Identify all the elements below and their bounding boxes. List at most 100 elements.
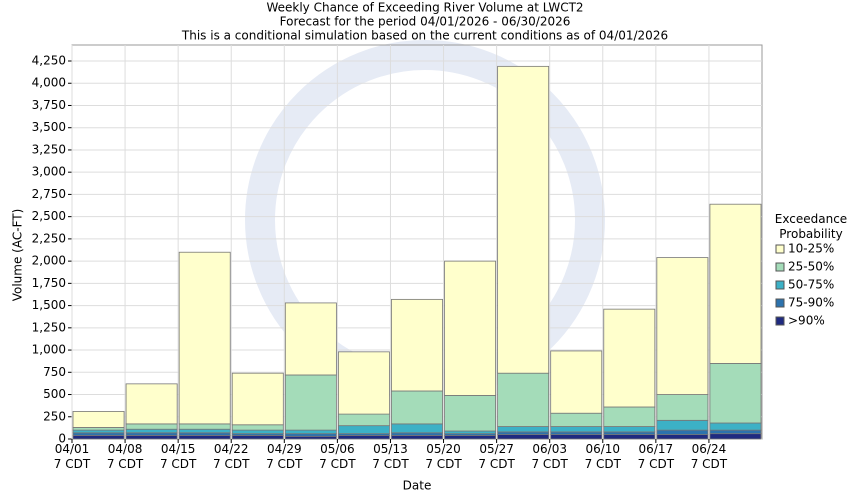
bar-segment (497, 426, 550, 433)
bar-segment (125, 432, 178, 436)
x-tick-label: 06/03 7 CDT (531, 442, 568, 471)
x-tick-label: 04/29 7 CDT (266, 442, 303, 471)
bar-segment (178, 423, 231, 430)
bar-segment (72, 435, 125, 440)
y-tick-label: 3,250 (32, 142, 66, 156)
y-tick-label: 500 (43, 387, 66, 401)
bar-segment (603, 431, 656, 435)
bar-segment (178, 432, 231, 436)
x-tick-label: 04/22 7 CDT (213, 442, 250, 471)
bar-segment (709, 429, 762, 435)
y-tick-label: 4,000 (32, 76, 66, 90)
y-tick-label: 2,500 (32, 209, 66, 223)
legend-label: 50-75% (788, 278, 834, 292)
bar-segment (603, 426, 656, 433)
y-tick-label: 1,000 (32, 343, 66, 357)
legend-title: Exceedance Probability (774, 212, 848, 241)
bar-segment (231, 429, 284, 435)
chart-subtitle: This is a conditional simulation based o… (181, 29, 668, 43)
x-tick-label: 04/08 7 CDT (106, 442, 144, 471)
legend-label: >90% (788, 314, 825, 328)
y-tick-label: 2,000 (32, 254, 66, 268)
bar-segment (603, 308, 656, 408)
y-tick-label: 1,500 (32, 298, 66, 312)
chart-title: Weekly Chance of Exceeding River Volume … (266, 1, 583, 15)
chart-subtitle: Forecast for the period 04/01/2026 - 06/… (280, 15, 571, 29)
bar-segment (178, 428, 231, 434)
bar-segment (231, 435, 284, 440)
y-tick-label: 3,000 (32, 165, 66, 179)
bar-segment (550, 431, 603, 435)
bar-segment (391, 298, 443, 392)
bar-segment (284, 433, 337, 437)
bar-segment (497, 434, 550, 440)
bar-segment (337, 435, 390, 440)
bar-segment (391, 390, 443, 425)
bar-segment (337, 351, 390, 415)
x-tick-label: 05/27 7 CDT (478, 442, 515, 471)
bar-segment (284, 374, 337, 431)
x-tick-label: 06/10 7 CDT (584, 442, 621, 471)
bar-segment (709, 203, 762, 364)
bar-segment (125, 435, 178, 440)
bar-segment (656, 434, 709, 440)
bar-segment (178, 251, 231, 425)
y-tick-label: 2,750 (32, 187, 66, 201)
x-tick-label: 05/13 7 CDT (372, 442, 409, 471)
bar-segment (709, 433, 762, 440)
bar-segment (550, 412, 603, 427)
bar-segment (337, 425, 390, 435)
bar-segment (72, 411, 125, 428)
bar-segment (444, 430, 497, 435)
bar-segment (178, 435, 231, 440)
y-tick-label: 2,250 (32, 231, 66, 245)
bar-segment (444, 435, 497, 440)
legend-label: 25-50% (788, 260, 834, 274)
bar-segment (231, 424, 284, 431)
x-tick-label: 04/01 7 CDT (53, 442, 91, 471)
bar-segment (444, 395, 497, 432)
bar-segment (391, 435, 443, 440)
y-tick-label: 250 (43, 409, 66, 423)
bar-segment (125, 383, 178, 425)
y-tick-label: 3,750 (32, 98, 66, 112)
bar-segment (284, 302, 337, 376)
bar-segment (391, 423, 443, 434)
bar-segment (284, 429, 337, 435)
bar-segment (72, 427, 125, 431)
bar-segment (550, 434, 603, 440)
y-tick-label: 0 (58, 432, 66, 446)
bar-segment (125, 428, 178, 434)
y-tick-label: 3,500 (32, 120, 66, 134)
legend-label: 10-25% (788, 242, 834, 256)
y-tick-label: 750 (43, 365, 66, 379)
bar-segment (72, 429, 125, 434)
legend-swatch (775, 280, 785, 290)
bar-segment (125, 423, 178, 430)
bar-segment (709, 422, 762, 431)
bar-segment (656, 257, 709, 395)
x-tick-label: 06/24 7 CDT (690, 442, 728, 471)
legend-swatch (775, 298, 785, 308)
x-tick-label: 04/15 7 CDT (159, 442, 197, 471)
y-tick-label: 4,250 (32, 54, 66, 68)
bar-segment (497, 65, 550, 374)
bar-segment (337, 413, 390, 427)
legend-label: 75-90% (788, 296, 834, 310)
bar-segment (656, 394, 709, 421)
bar-segment (231, 372, 284, 426)
bar-segment (603, 434, 656, 440)
bar-segment (497, 372, 550, 427)
bar-segment (72, 432, 125, 436)
y-axis-label: Volume (AC-FT) (11, 209, 25, 302)
x-tick-label: 05/20 7 CDT (425, 442, 462, 471)
bar-segment (497, 431, 550, 435)
legend-swatch (775, 244, 785, 254)
bar-segment (391, 432, 443, 436)
legend-swatch (775, 262, 785, 272)
y-tick-label: 1,750 (32, 276, 66, 290)
x-tick-label: 05/06 7 CDT (319, 442, 356, 471)
bar-segment (656, 429, 709, 435)
y-tick-label: 1,250 (32, 320, 66, 334)
